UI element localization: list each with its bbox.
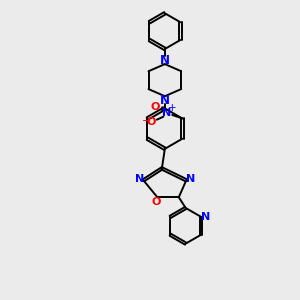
- Text: N: N: [162, 108, 172, 118]
- Text: N: N: [160, 94, 170, 106]
- Text: N: N: [160, 54, 170, 67]
- Text: O: O: [151, 197, 160, 207]
- Text: O: O: [147, 117, 156, 127]
- Text: N: N: [201, 212, 210, 222]
- Text: +: +: [168, 103, 177, 113]
- Text: −: −: [141, 116, 151, 126]
- Text: O: O: [151, 102, 160, 112]
- Text: N: N: [135, 174, 144, 184]
- Text: N: N: [186, 174, 195, 184]
